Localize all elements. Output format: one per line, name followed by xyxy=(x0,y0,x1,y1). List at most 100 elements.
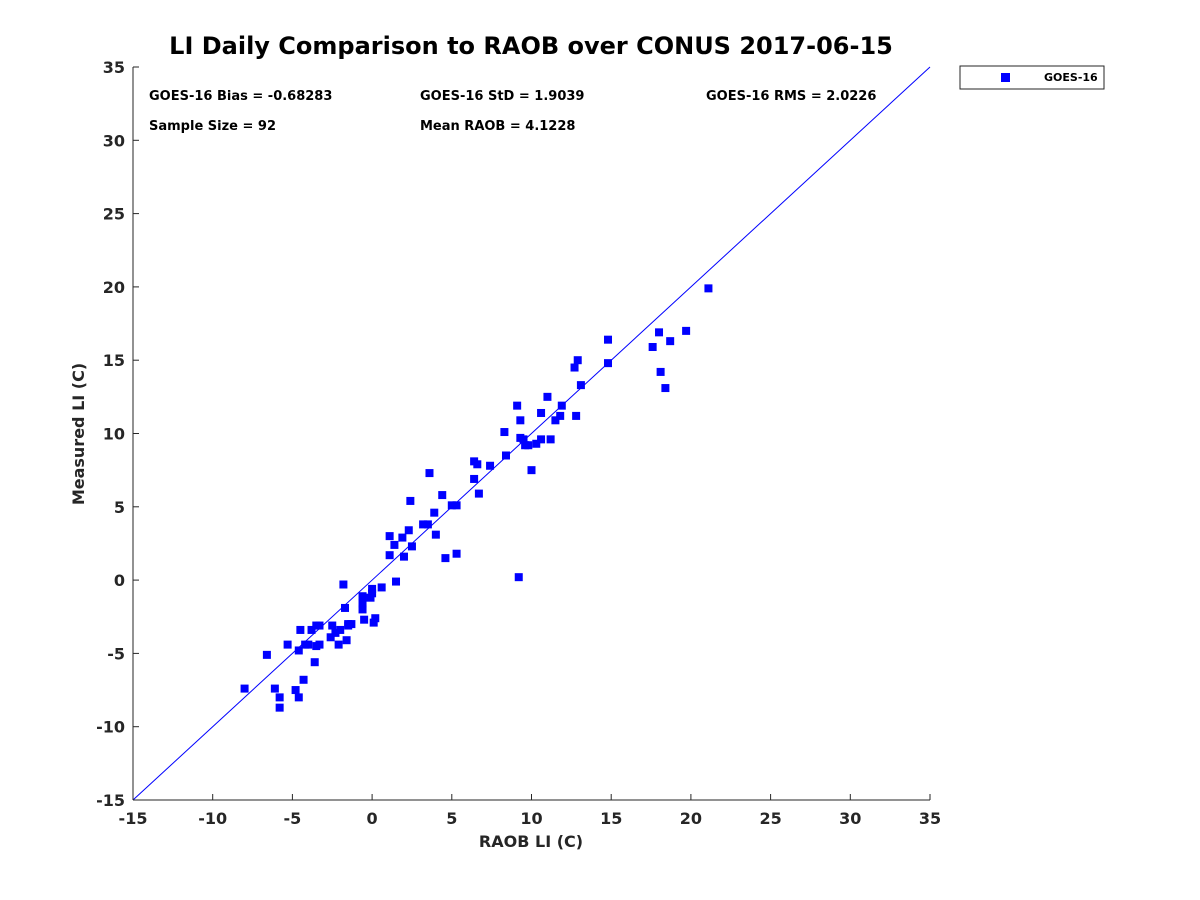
data-point xyxy=(473,460,482,469)
one-to-one-line xyxy=(132,66,931,801)
data-point xyxy=(543,392,552,401)
data-point xyxy=(326,633,335,642)
data-point xyxy=(369,618,378,627)
data-point xyxy=(392,577,401,586)
legend-marker-square xyxy=(1001,73,1010,82)
data-point xyxy=(328,621,337,630)
y-tick-label: 35 xyxy=(103,58,125,77)
data-point xyxy=(546,435,555,444)
data-point xyxy=(404,526,413,535)
data-point xyxy=(423,520,432,529)
data-point xyxy=(406,496,415,505)
legend-box xyxy=(959,65,1105,90)
data-point xyxy=(556,411,565,420)
stat-bias: GOES-16 Bias = -0.68283 xyxy=(149,89,332,104)
y-tick-label: 5 xyxy=(114,498,125,517)
data-point xyxy=(447,501,456,510)
data-point xyxy=(347,620,356,629)
data-point xyxy=(452,501,461,510)
data-point xyxy=(358,599,367,608)
data-point xyxy=(334,640,343,649)
data-point xyxy=(336,625,345,634)
data-point xyxy=(486,461,495,470)
y-tick-label: 20 xyxy=(103,278,125,297)
data-point xyxy=(262,650,271,659)
data-point xyxy=(291,686,300,695)
data-point xyxy=(366,593,375,602)
data-point xyxy=(572,411,581,420)
data-point xyxy=(315,640,324,649)
data-point xyxy=(576,381,585,390)
data-point xyxy=(240,684,249,693)
y-tick-label: -15 xyxy=(96,791,125,810)
data-point xyxy=(513,401,522,410)
data-point xyxy=(441,554,450,563)
data-point xyxy=(666,337,675,346)
x-tick-label: 10 xyxy=(520,809,542,828)
data-point xyxy=(342,636,351,645)
y-tick-label: 10 xyxy=(103,425,125,444)
data-point xyxy=(501,451,510,460)
data-point xyxy=(570,363,579,372)
data-point xyxy=(537,408,546,417)
x-axis-ticks: -15 -10 -5 0 5 10 15 20 25 30 35 xyxy=(119,794,941,828)
data-point xyxy=(377,583,386,592)
data-point xyxy=(360,615,369,624)
data-point xyxy=(296,625,305,634)
data-point xyxy=(519,435,528,444)
data-point xyxy=(532,439,541,448)
data-point xyxy=(275,703,284,712)
data-point xyxy=(307,625,316,634)
data-point xyxy=(341,603,350,612)
x-axis-label: RAOB LI (C) xyxy=(479,832,583,851)
data-point xyxy=(514,573,523,582)
y-tick-label: -10 xyxy=(96,718,125,737)
y-tick-label: 30 xyxy=(103,131,125,150)
data-point xyxy=(470,474,479,483)
data-point xyxy=(661,384,670,393)
data-point xyxy=(604,359,613,368)
data-point xyxy=(682,326,691,335)
data-points xyxy=(240,284,713,712)
data-point xyxy=(430,508,439,517)
data-point xyxy=(431,530,440,539)
y-tick-label: 0 xyxy=(114,571,125,590)
data-point xyxy=(573,356,582,365)
data-point xyxy=(368,584,377,593)
data-point xyxy=(315,621,324,630)
x-tick-label: 0 xyxy=(367,809,378,828)
data-point xyxy=(474,489,483,498)
data-point xyxy=(331,628,340,637)
stat-std: GOES-16 StD = 1.9039 xyxy=(420,89,584,104)
stat-mean-raob: Mean RAOB = 4.1228 xyxy=(420,119,575,134)
y-tick-label: 25 xyxy=(103,205,125,224)
stat-rms: GOES-16 RMS = 2.0226 xyxy=(706,89,876,104)
data-point xyxy=(270,684,279,693)
data-point xyxy=(339,580,348,589)
x-tick-label: -10 xyxy=(198,809,227,828)
data-point xyxy=(655,328,664,337)
stats-panel: GOES-16 Bias = -0.68283 GOES-16 StD = 1.… xyxy=(149,89,876,134)
x-tick-label: -5 xyxy=(284,809,302,828)
data-point xyxy=(358,592,367,601)
data-point xyxy=(551,416,560,425)
data-point xyxy=(452,549,461,558)
x-tick-label: 15 xyxy=(600,809,622,828)
data-point xyxy=(358,605,367,614)
x-tick-label: 30 xyxy=(839,809,861,828)
y-tick-label: 15 xyxy=(103,351,125,370)
data-point xyxy=(299,675,308,684)
y-axis-ticks: -15 -10 -5 0 5 10 15 20 25 30 35 xyxy=(96,58,139,810)
data-point xyxy=(527,466,536,475)
data-point xyxy=(371,614,380,623)
x-tick-label: 20 xyxy=(680,809,702,828)
data-point xyxy=(294,693,303,702)
plot-area: -15 -10 -5 0 5 10 15 20 25 30 35 -15 -10 -5 0 5 10 15 20 2… xyxy=(96,58,941,828)
data-point xyxy=(385,532,394,541)
data-point xyxy=(283,640,292,649)
data-point xyxy=(368,589,377,598)
legend-label: GOES-16 xyxy=(1044,71,1098,84)
data-point xyxy=(419,520,428,529)
data-point xyxy=(310,658,319,667)
